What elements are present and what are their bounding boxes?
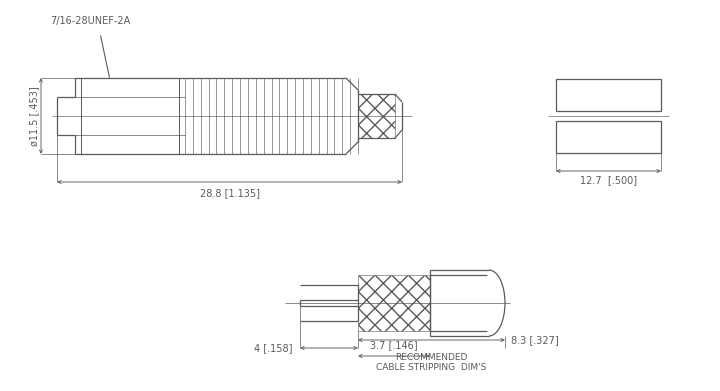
Text: RECOMMENDED: RECOMMENDED (395, 353, 468, 362)
Text: 7/16-28UNEF-2A: 7/16-28UNEF-2A (50, 16, 130, 26)
Text: CABLE STRIPPING  DIM'S: CABLE STRIPPING DIM'S (377, 363, 487, 372)
Bar (358, 275, 430, 331)
Text: 12.7  [.500]: 12.7 [.500] (580, 175, 637, 185)
Text: 3.7 [.146]: 3.7 [.146] (370, 340, 418, 350)
Bar (556, 79, 661, 111)
Bar (358, 94, 395, 138)
Text: 8.3 [.327]: 8.3 [.327] (511, 335, 559, 345)
Text: ø11.5 [.453]: ø11.5 [.453] (29, 86, 39, 146)
Bar (556, 121, 661, 153)
Text: 28.8 [1.135]: 28.8 [1.135] (199, 188, 259, 198)
Text: 4 [.158]: 4 [.158] (253, 343, 292, 353)
